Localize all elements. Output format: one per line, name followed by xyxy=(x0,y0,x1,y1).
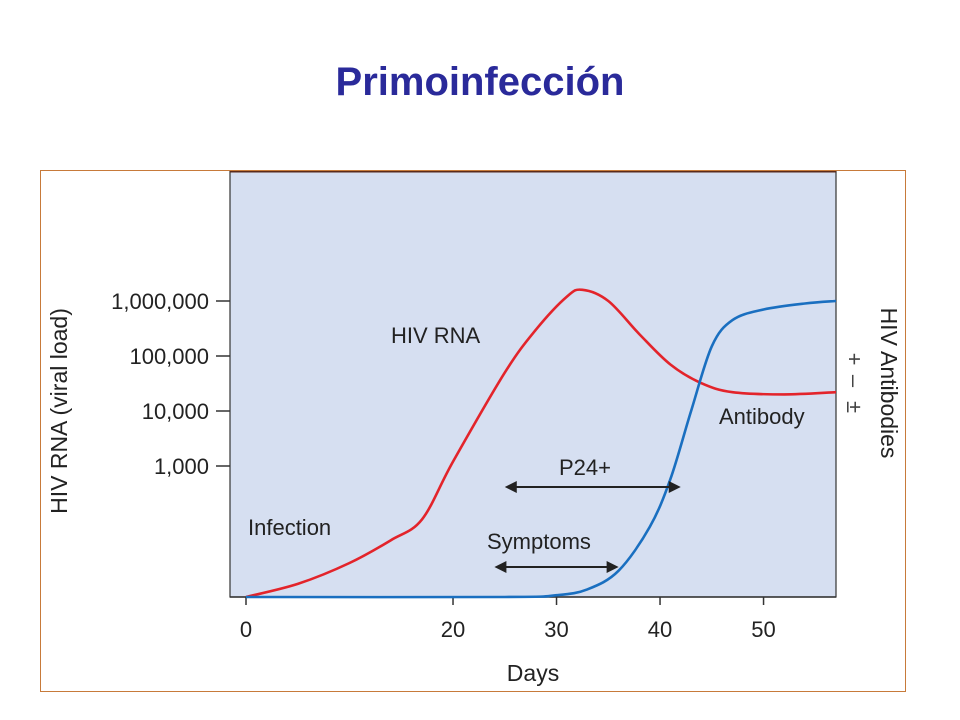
x-tick-label: 0 xyxy=(240,617,252,642)
x-tick-label: 20 xyxy=(441,617,465,642)
hiv-chart: 0 20 30 40 50 1,000 10,000 100,000 1,000,000 ± –… xyxy=(46,171,902,686)
series-line-hiv-rna xyxy=(245,288,837,599)
y-tick-label: 10,000 xyxy=(142,399,209,424)
slide-title: Primoinfección xyxy=(335,60,625,104)
p24-arrow xyxy=(504,481,681,493)
y2-axis-label: HIV Antibodies xyxy=(876,308,902,459)
x-ticks: 0 20 30 40 50 xyxy=(240,597,776,642)
annotation-hiv-rna: HIV RNA xyxy=(391,323,481,348)
x-tick-label: 30 xyxy=(544,617,568,642)
y2-tick-label: ± xyxy=(842,401,867,413)
series-line-antibody xyxy=(245,299,837,599)
y-tick-label: 1,000,000 xyxy=(111,289,209,314)
x-tick-label: 50 xyxy=(751,617,775,642)
x-axis-label: Days xyxy=(507,660,559,686)
y-axis-label: HIV RNA (viral load) xyxy=(46,308,72,514)
y2-ticks: ± – + xyxy=(842,353,867,413)
y-tick-label: 100,000 xyxy=(129,344,209,369)
annotation-symptoms: Symptoms xyxy=(487,529,591,554)
y2-tick-label: + xyxy=(842,353,867,366)
y2-tick-label: – xyxy=(842,375,867,388)
annotation-p24: P24+ xyxy=(559,455,611,480)
plot-area xyxy=(229,171,837,598)
figure-frame: 0 20 30 40 50 1,000 10,000 100,000 1,000,000 ± –… xyxy=(40,170,906,692)
y-tick-label: 1,000 xyxy=(154,454,209,479)
x-tick-label: 40 xyxy=(648,617,672,642)
symptoms-arrow xyxy=(494,561,619,573)
annotation-infection: Infection xyxy=(248,515,331,540)
annotation-antibody: Antibody xyxy=(719,404,805,429)
y-ticks: 1,000 10,000 100,000 1,000,000 xyxy=(111,289,230,479)
